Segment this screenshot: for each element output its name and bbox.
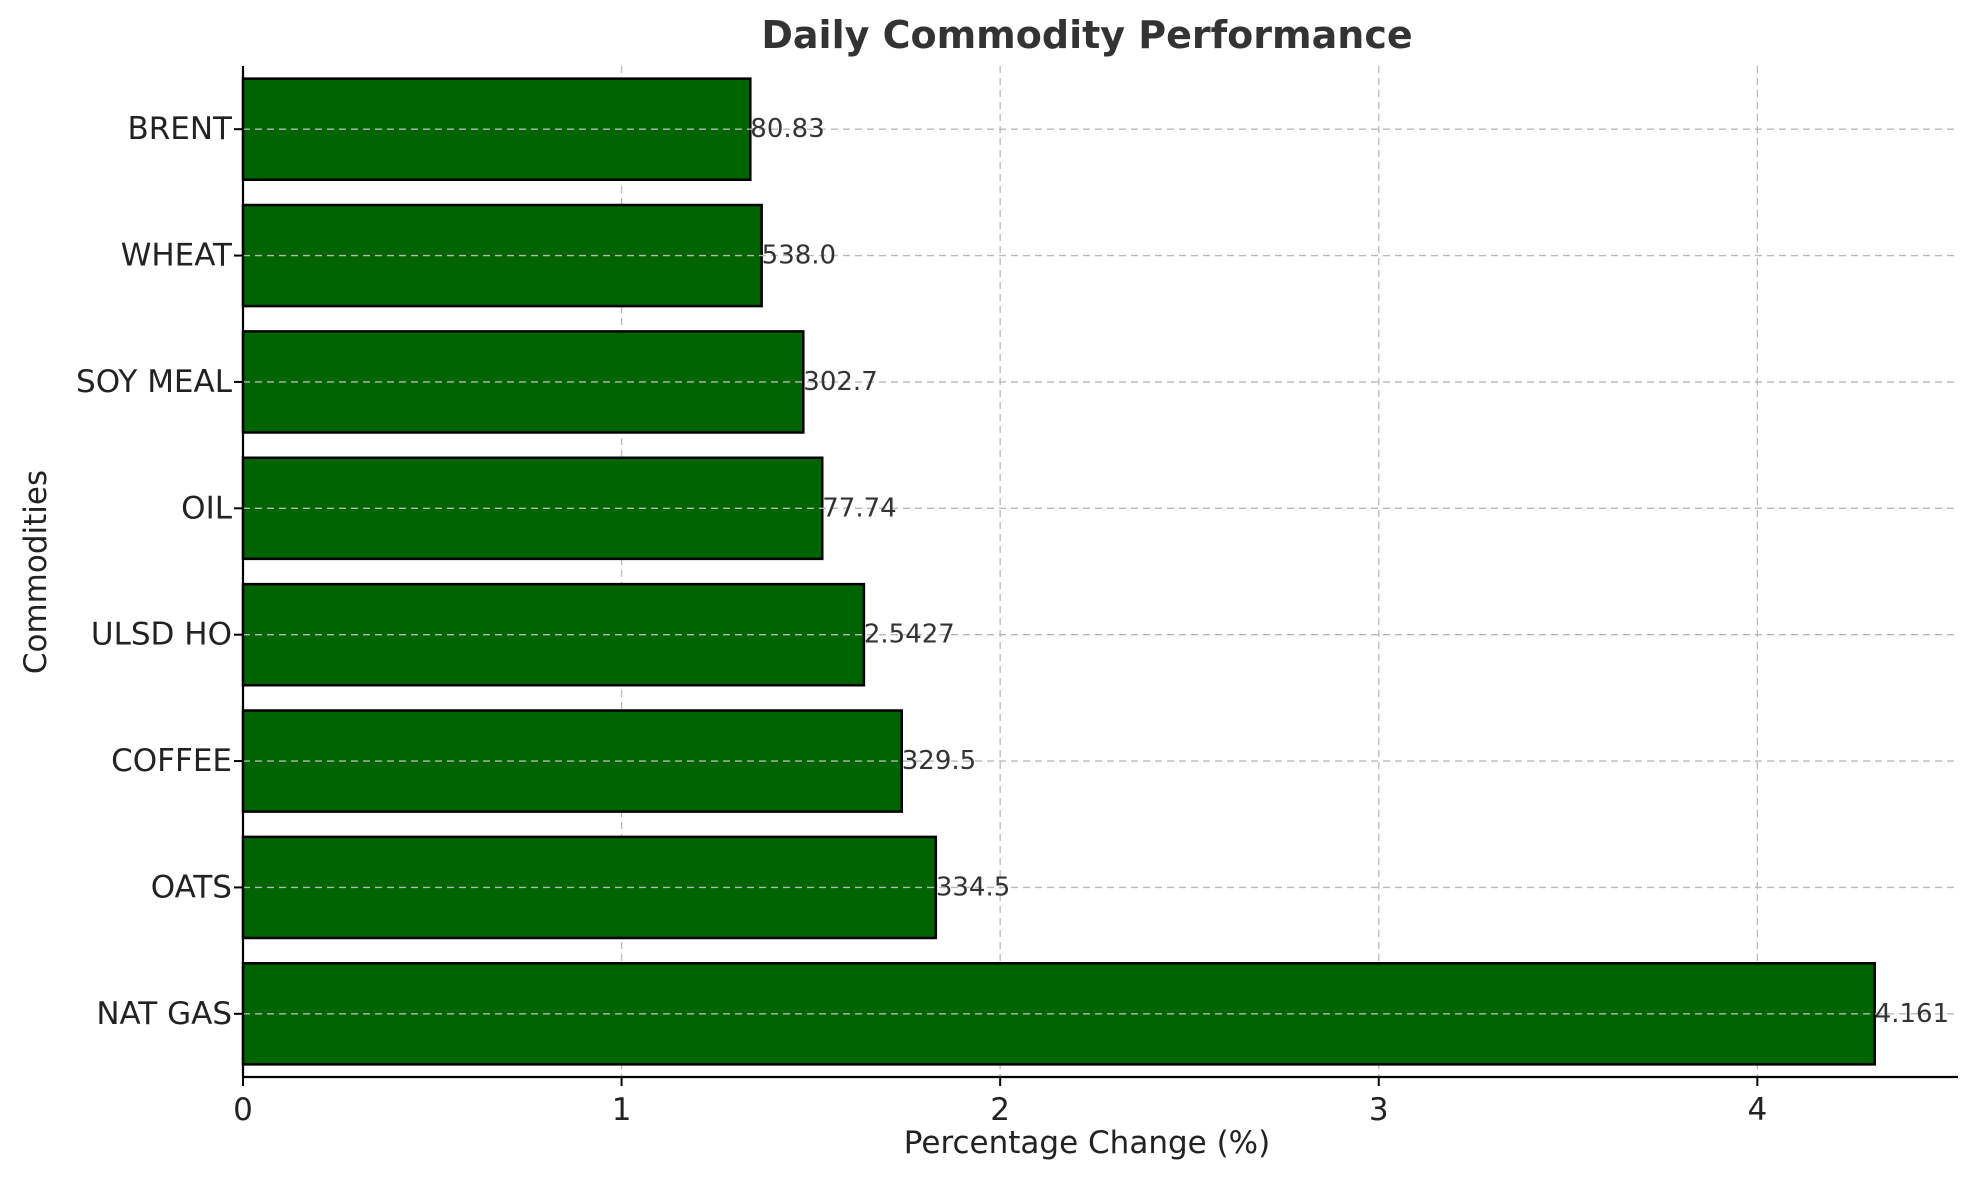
x-tick-label: 2 [990, 1092, 1010, 1128]
data-label: 77.74 [822, 493, 896, 523]
data-label: 80.83 [750, 114, 824, 144]
data-label: 4.161 [1875, 999, 1949, 1029]
x-axis-label: Percentage Change (%) [904, 1125, 1270, 1161]
category-label: OATS [151, 869, 232, 905]
data-label: 302.7 [803, 367, 877, 397]
x-tick-label: 4 [1747, 1092, 1767, 1128]
category-label: SOY MEAL [76, 364, 233, 400]
data-label: 329.5 [902, 746, 976, 776]
category-label: BRENT [127, 111, 233, 147]
category-label: ULSD HO [91, 617, 232, 653]
x-tick-label: 1 [612, 1092, 632, 1128]
data-label: 334.5 [936, 872, 1010, 902]
x-tick-label: 3 [1369, 1092, 1389, 1128]
bar [241, 582, 866, 687]
bars-layer [241, 77, 1876, 1066]
data-label: 538.0 [762, 241, 836, 271]
axes-layer: 0 1 2 3 4 NAT GAS OATS COFFEE ULSD HO OIL SOY MEAL… [76, 66, 1958, 1128]
x-tick-label: 0 [233, 1092, 253, 1128]
labels-layer: 4.161 334.5 329.5 2.5427 77.74 302.7 538.0 80.8… [243, 114, 1958, 1029]
chart-title: Daily Commodity Performance [761, 13, 1412, 57]
category-label: WHEAT [121, 238, 233, 274]
data-label: 2.5427 [864, 620, 955, 650]
category-label: COFFEE [111, 743, 232, 779]
category-label: NAT GAS [96, 996, 232, 1032]
category-label: OIL [181, 490, 233, 526]
y-axis-label: Commodities [18, 470, 54, 674]
